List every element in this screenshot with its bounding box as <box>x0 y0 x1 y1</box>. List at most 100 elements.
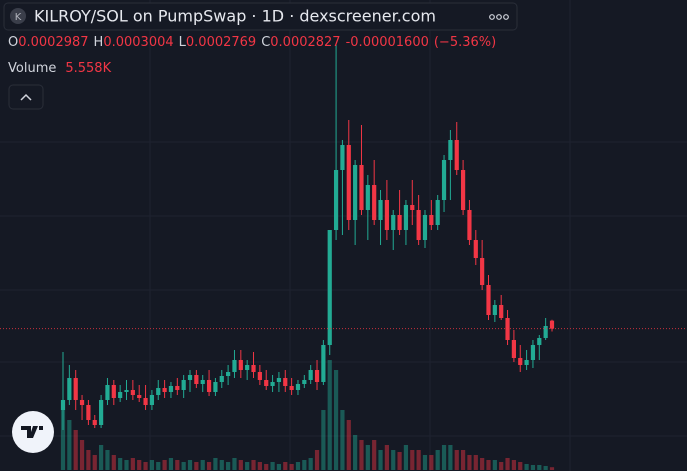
volume-bar <box>365 445 370 470</box>
candle-body <box>410 205 415 210</box>
logo <box>10 8 26 24</box>
volume-bar <box>549 467 555 470</box>
candle-body <box>441 160 447 200</box>
candle-body <box>467 210 472 240</box>
candle-body <box>492 305 497 315</box>
volume-bar <box>530 465 536 470</box>
candle-body <box>137 395 142 398</box>
volume-bar <box>353 435 358 470</box>
volume-bar <box>162 460 167 470</box>
volume-bar <box>397 452 402 470</box>
candle-body <box>232 360 237 372</box>
volume-bar <box>410 450 415 470</box>
volume-bar <box>111 455 116 470</box>
volume-bar <box>187 460 193 470</box>
volume-bar <box>181 462 186 470</box>
volume-bar <box>321 410 326 470</box>
collapse-button[interactable] <box>8 84 44 110</box>
candle-body <box>524 360 529 365</box>
volume-value: 5.558K <box>65 61 111 76</box>
ohlc-label: L <box>179 35 187 50</box>
candle-body <box>302 380 307 384</box>
volume-bar <box>143 462 148 470</box>
volume-bar <box>200 460 205 470</box>
candle-body <box>238 360 243 370</box>
ohlc-value: 0.0002769 <box>186 35 256 50</box>
candle-body <box>99 400 104 425</box>
logo-letter: K <box>15 12 22 23</box>
volume-bar <box>460 450 466 470</box>
candle-body <box>518 358 523 365</box>
volume-bar <box>422 455 428 470</box>
candle-body <box>187 375 193 380</box>
volume-bar <box>499 462 504 470</box>
candle-body <box>79 400 85 405</box>
candle-body <box>327 230 332 345</box>
candle-body <box>422 215 428 240</box>
volume-bar <box>429 455 434 470</box>
candle-body <box>365 185 370 210</box>
volume-bar <box>175 460 180 470</box>
volume-bar <box>378 450 383 470</box>
candle-body <box>460 170 466 210</box>
candle-body <box>454 140 459 170</box>
volume-bar <box>257 462 262 470</box>
candle-body <box>549 320 555 329</box>
candle-body <box>353 165 358 220</box>
candle-body <box>295 384 301 390</box>
volume-bar <box>295 462 301 470</box>
candle-body <box>264 380 269 386</box>
candle-body <box>314 370 320 382</box>
candle-body <box>226 372 231 376</box>
volume-bar <box>454 450 459 470</box>
candle-body <box>130 390 135 395</box>
volume-bar <box>118 458 123 470</box>
candle-body <box>105 385 110 400</box>
candle-body <box>92 420 97 425</box>
volume-bar <box>448 445 453 470</box>
candle-body <box>206 380 212 392</box>
volume-bar <box>124 460 129 470</box>
ohlc-label: C <box>261 35 270 50</box>
candle-body <box>511 340 516 358</box>
candle-body <box>283 378 288 386</box>
candle-body <box>200 380 205 384</box>
candle-body <box>245 365 250 370</box>
candle-body <box>276 378 282 382</box>
volume-bar <box>403 445 409 470</box>
candle-body <box>181 380 186 390</box>
volume-bar <box>340 410 345 470</box>
volume-bar <box>518 462 523 470</box>
candle-body <box>333 170 339 230</box>
candle-body <box>168 386 174 392</box>
volume-bar <box>480 458 485 470</box>
candle-body <box>384 200 389 230</box>
volume-bar <box>86 450 91 470</box>
candle-body <box>149 395 155 405</box>
candle-body <box>194 375 199 384</box>
candle-body <box>416 210 421 240</box>
candle-body <box>321 345 326 382</box>
tv-logo-mark <box>21 426 43 438</box>
candle-body <box>397 215 402 230</box>
change: -0.00001600 <box>346 35 429 50</box>
candle-body <box>124 390 129 392</box>
candle-body <box>391 215 396 230</box>
volume-bar <box>79 440 85 470</box>
volume-legend: Volume 5.558K <box>8 61 112 76</box>
volume-bar <box>391 450 396 470</box>
more-icon[interactable] <box>489 14 509 20</box>
volume-bar <box>92 455 97 470</box>
volume-bar <box>359 440 364 470</box>
candle-body <box>480 258 485 285</box>
candle-body <box>175 386 180 390</box>
candle-body <box>448 140 453 160</box>
volume-bar <box>346 420 351 470</box>
volume-bar <box>168 458 174 470</box>
volume-bar <box>283 462 288 470</box>
change-pct: (−5.36%) <box>434 35 496 50</box>
candle-body <box>308 370 313 380</box>
volume-bar <box>473 455 478 470</box>
